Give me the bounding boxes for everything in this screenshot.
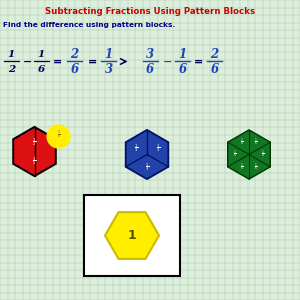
Text: =: = xyxy=(88,56,97,67)
Polygon shape xyxy=(126,130,168,179)
Text: 6: 6 xyxy=(146,63,154,76)
Text: 6: 6 xyxy=(210,63,219,76)
Text: =: = xyxy=(194,56,203,67)
Text: 2: 2 xyxy=(70,48,79,61)
Circle shape xyxy=(47,125,70,148)
Text: 6: 6 xyxy=(38,65,45,74)
Text: 1: 1 xyxy=(104,48,113,61)
Text: Subtracting Fractions Using Pattern Blocks: Subtracting Fractions Using Pattern Bloc… xyxy=(45,8,255,16)
Text: $\frac{1}{3}$: $\frac{1}{3}$ xyxy=(134,142,138,154)
Text: $\frac{1}{6}$: $\frac{1}{6}$ xyxy=(254,136,258,148)
Text: 1: 1 xyxy=(8,50,15,59)
Polygon shape xyxy=(228,130,270,179)
Text: 3: 3 xyxy=(104,63,113,76)
Text: Find the difference using pattern blocks.: Find the difference using pattern blocks… xyxy=(3,22,175,28)
Text: $\frac{1}{6}$: $\frac{1}{6}$ xyxy=(240,161,244,172)
Text: −: − xyxy=(162,56,172,67)
Text: $\frac{1}{2}$: $\frac{1}{2}$ xyxy=(32,136,37,148)
Text: $\frac{1}{2}$: $\frac{1}{2}$ xyxy=(32,155,37,167)
Text: $\frac{1}{6}$: $\frac{1}{6}$ xyxy=(261,149,265,160)
Text: 2: 2 xyxy=(8,65,15,74)
Polygon shape xyxy=(13,127,56,176)
Bar xyxy=(84,195,180,276)
Text: $\frac{1}{6}$: $\frac{1}{6}$ xyxy=(254,161,258,172)
Text: $\frac{1}{6}$: $\frac{1}{6}$ xyxy=(240,136,244,148)
Text: 6: 6 xyxy=(178,63,187,76)
Text: $\frac{1}{3}$: $\frac{1}{3}$ xyxy=(145,161,149,173)
Text: 1: 1 xyxy=(178,48,187,61)
Text: $\frac{0}{6}$: $\frac{0}{6}$ xyxy=(56,130,61,141)
Text: =: = xyxy=(53,56,62,67)
Text: 1: 1 xyxy=(128,229,136,242)
Text: $\frac{1}{3}$: $\frac{1}{3}$ xyxy=(156,142,160,154)
Text: 3: 3 xyxy=(146,48,154,61)
Text: −: − xyxy=(23,56,32,67)
Text: 6: 6 xyxy=(70,63,79,76)
Text: 1: 1 xyxy=(38,50,45,59)
Text: $\frac{1}{6}$: $\frac{1}{6}$ xyxy=(233,149,237,160)
Polygon shape xyxy=(105,212,159,259)
Text: 2: 2 xyxy=(210,48,219,61)
